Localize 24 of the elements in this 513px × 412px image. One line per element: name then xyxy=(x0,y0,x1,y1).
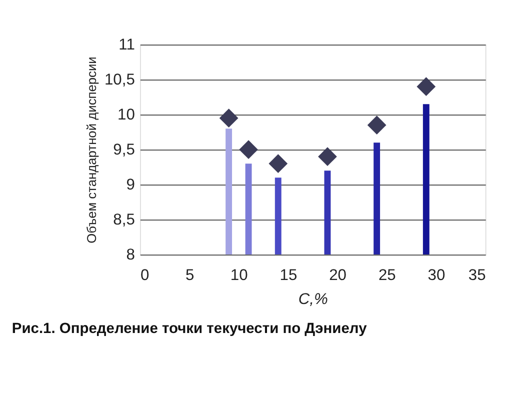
point xyxy=(219,108,238,128)
x-tick-label: 5 xyxy=(185,266,194,284)
y-axis-title: Объем стандартной дисперсии xyxy=(84,56,100,244)
x-tick-label: 25 xyxy=(378,266,396,284)
point xyxy=(367,116,386,135)
x-tick-label: 15 xyxy=(280,266,298,284)
y-tick-label: 9 xyxy=(126,176,135,194)
y-tick-label: 8 xyxy=(126,246,136,264)
y-tick-label: 10,5 xyxy=(104,72,136,89)
y-tick-label: 8,5 xyxy=(113,212,136,229)
point xyxy=(268,154,288,174)
point xyxy=(239,140,258,160)
x-axis-title: C,% xyxy=(298,290,328,308)
x-tick-label: 35 xyxy=(468,266,486,284)
y-tick-label: 10 xyxy=(118,106,136,124)
point xyxy=(318,147,337,166)
x-tick-label: 10 xyxy=(230,266,248,284)
point xyxy=(416,77,436,96)
text: Рис.1. Определение точки текучести по Дэниелу xyxy=(12,320,368,337)
y-tick-label: 9,5 xyxy=(113,142,136,159)
x-tick-label: 30 xyxy=(428,266,446,284)
x-tick-label: 0 xyxy=(140,266,150,284)
x-tick-label: 20 xyxy=(329,266,347,284)
y-tick-label: 11 xyxy=(118,36,135,54)
